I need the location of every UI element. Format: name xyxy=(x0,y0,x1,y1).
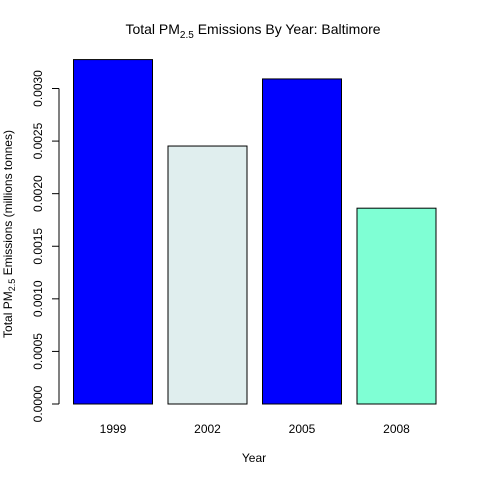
x-tick-label-1999: 1999 xyxy=(100,422,127,436)
y-tick-label: 0.0015 xyxy=(31,228,45,265)
y-tick-label: 0.0000 xyxy=(31,385,45,422)
x-tick-labels: 1999 2002 2005 2008 xyxy=(100,422,411,436)
x-axis-label: Year xyxy=(242,451,266,465)
x-tick-label-2002: 2002 xyxy=(194,422,221,436)
y-axis: 0.0000 0.0005 0.0010 0.0015 0.0020 0.0025 0.00… xyxy=(31,70,60,422)
chart-title: Total PM2.5 Emissions By Year: Baltimore xyxy=(125,21,380,41)
bar-2005 xyxy=(262,78,342,405)
x-tick-label-2005: 2005 xyxy=(289,422,316,436)
bar-2008 xyxy=(356,207,437,405)
bars-group xyxy=(73,59,437,405)
x-tick-label-2008: 2008 xyxy=(383,422,410,436)
y-tick-label: 0.0010 xyxy=(31,280,45,317)
y-tick-label: 0.0030 xyxy=(31,70,45,107)
y-tick-label: 0.0020 xyxy=(31,175,45,212)
y-axis-label: Total PM2.5 Emissions (millions tonnes) xyxy=(1,130,17,338)
y-tick-label: 0.0025 xyxy=(31,122,45,159)
y-tick-label: 0.0005 xyxy=(31,333,45,370)
bar-2002 xyxy=(167,145,248,405)
bar-1999 xyxy=(73,59,153,405)
